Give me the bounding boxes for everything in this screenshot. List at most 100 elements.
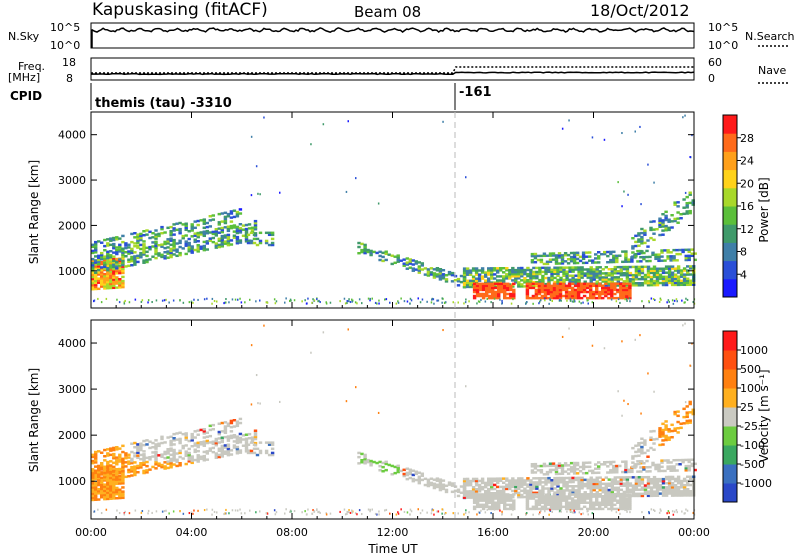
heatmap-cell: [346, 510, 348, 513]
heatmap-cell: [672, 465, 676, 468]
heatmap-cell: [684, 464, 688, 468]
heatmap-cell: [549, 284, 554, 288]
heatmap-cell: [490, 512, 492, 515]
heatmap-cell: [537, 497, 542, 500]
heatmap-cell: [601, 278, 605, 281]
heatmap-cell: [579, 296, 584, 300]
heatmap-cell: [478, 505, 483, 509]
heatmap-cell: [94, 277, 98, 281]
heatmap-cell: [580, 276, 584, 279]
heatmap-cell: [609, 471, 613, 474]
heatmap-cell: [405, 471, 410, 475]
heatmap-cell: [511, 479, 515, 482]
heatmap-cell: [100, 487, 104, 491]
heatmap-cell: [468, 300, 470, 303]
heatmap-cell: [136, 241, 140, 244]
heatmap-cell: [121, 249, 125, 252]
heatmap-cell: [181, 446, 185, 450]
heatmap-cell: [106, 454, 110, 457]
heatmap-cell: [468, 481, 473, 485]
heatmap-cell: [640, 277, 645, 281]
heatmap-cell: [558, 503, 563, 507]
heatmap-cell: [667, 492, 672, 495]
heatmap-cell: [463, 302, 465, 305]
heatmap-cell: [689, 281, 693, 284]
heatmap-cell: [544, 481, 548, 484]
heatmap-cell: [517, 283, 521, 286]
heatmap-cell: [487, 481, 491, 485]
heatmap-cell: [682, 267, 687, 270]
heatmap-cell: [142, 439, 146, 443]
heatmap-cell: [643, 451, 647, 455]
heatmap-cell: [688, 411, 692, 414]
heatmap-cell: [431, 509, 433, 512]
heatmap-cell: [686, 277, 690, 280]
heatmap-cell: [552, 284, 557, 288]
heatmap-cell: [576, 284, 581, 288]
heatmap-cell: [637, 476, 642, 479]
heatmap-cell: [601, 272, 605, 275]
heatmap-cell: [106, 252, 110, 256]
heatmap-cell: [657, 255, 661, 258]
heatmap-cell: [660, 461, 664, 464]
heatmap-cell: [169, 459, 173, 463]
heatmap-cell: [505, 269, 509, 272]
heatmap-cell: [598, 480, 602, 484]
heatmap-cell: [613, 488, 618, 492]
heatmap-cell: [202, 440, 207, 443]
heatmap-cell: [438, 488, 443, 492]
heatmap-cell: [202, 244, 207, 248]
heatmap-cell: [476, 513, 478, 516]
heatmap-cell: [559, 481, 563, 484]
heatmap-cell: [601, 501, 605, 504]
heatmap-cell: [267, 233, 272, 237]
heatmap-cell: [613, 270, 618, 273]
heatmap-cell: [649, 486, 654, 489]
heatmap-cell: [499, 298, 501, 301]
heatmap-cell: [661, 494, 666, 497]
heatmap-cell: [112, 486, 116, 490]
heatmap-cell: [646, 475, 651, 479]
heatmap-cell: [154, 460, 158, 464]
heatmap-cell: [609, 260, 613, 264]
heatmap-cell: [511, 485, 515, 489]
x-tick-label: 08:00: [276, 526, 308, 539]
heatmap-cell: [121, 283, 125, 287]
heatmap-cell: [676, 410, 680, 413]
heatmap-cell: [147, 512, 149, 515]
heatmap-cell: [497, 503, 501, 507]
heatmap-cell: [676, 431, 680, 434]
heatmap-cell: [112, 242, 116, 246]
heatmap-cell: [435, 483, 440, 487]
heatmap-cell: [471, 479, 476, 483]
heatmap-cell: [688, 400, 692, 404]
heatmap-cell: [523, 272, 527, 276]
heatmap-cell: [631, 486, 636, 489]
heatmap-cell: [601, 286, 605, 290]
heatmap-cell: [571, 276, 575, 279]
heatmap-cell: [474, 479, 479, 483]
heatmap-cell: [357, 252, 361, 255]
heatmap-cell: [655, 480, 660, 483]
heatmap-cell: [205, 248, 210, 251]
heatmap-cell: [655, 482, 660, 485]
heatmap-cell: [646, 284, 651, 287]
heatmap-cell: [142, 443, 146, 447]
heatmap-cell: [538, 479, 542, 482]
heatmap-cell: [550, 276, 554, 280]
heatmap-cell: [106, 452, 110, 455]
nsky-right-tick-top: 10^5: [708, 21, 738, 34]
heatmap-cell: [589, 288, 593, 292]
heatmap-cell: [465, 385, 467, 388]
heatmap-cell: [597, 261, 601, 264]
heatmap-cell: [595, 495, 599, 498]
heatmap-cell: [184, 432, 188, 435]
heatmap-cell: [270, 447, 275, 451]
heatmap-cell: [253, 431, 258, 435]
heatmap-cell: [534, 296, 539, 300]
heatmap-cell: [284, 301, 286, 304]
heatmap-cell: [577, 482, 581, 486]
heatmap-cell: [97, 254, 101, 258]
heatmap-cell: [597, 471, 601, 474]
heatmap-cell: [408, 470, 413, 474]
